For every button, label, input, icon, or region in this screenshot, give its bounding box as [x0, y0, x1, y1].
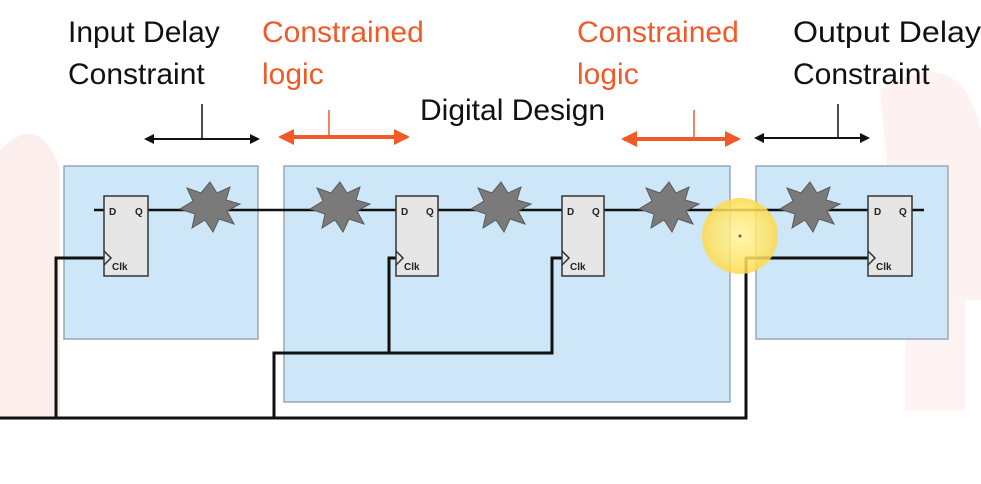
flipflop-2: D Q Clk: [395, 195, 439, 277]
ff2-clk-label: Clk: [404, 262, 420, 273]
ff3-clk-label: Clk: [570, 262, 586, 273]
ff2-d-label: D: [401, 207, 408, 218]
output-delay-label-line1: Output Delay: [793, 16, 981, 49]
flipflop-1: D Q Clk: [103, 195, 149, 277]
ff1-q-label: Q: [135, 207, 143, 218]
ff3-q-label: Q: [592, 207, 600, 218]
output-delay-box: [755, 165, 949, 340]
output-delay-arrow: [754, 104, 870, 143]
input-delay-arrow: [144, 104, 260, 144]
input-delay-label-line2: Constraint: [68, 58, 205, 91]
constrained-logic-right-line2: logic: [577, 58, 639, 91]
ff1-d-label: D: [109, 207, 116, 218]
flipflop-4: D Q Clk: [867, 195, 913, 277]
constrained-logic-left-line2: logic: [262, 58, 324, 91]
ff4-q-label: Q: [899, 207, 907, 218]
ff2-q-label: Q: [426, 207, 434, 218]
constrained-logic-right-arrow: [621, 110, 741, 147]
output-delay-label-line2: Constraint: [793, 58, 930, 91]
constrained-logic-left-arrow: [278, 110, 410, 145]
ff4-clk-label: Clk: [876, 262, 892, 273]
ff3-d-label: D: [567, 207, 574, 218]
flipflop-3: D Q Clk: [561, 195, 605, 277]
constrained-logic-left-line1: Constrained: [262, 16, 424, 49]
ff4-d-label: D: [874, 207, 881, 218]
constrained-logic-right-line1: Constrained: [577, 16, 739, 49]
cursor-highlight-icon: [702, 198, 778, 274]
input-delay-label-line1: Input Delay: [68, 16, 220, 49]
clock-wires: [0, 256, 868, 420]
ff1-clk-label: Clk: [112, 262, 128, 273]
digital-design-label: Digital Design: [420, 94, 605, 127]
